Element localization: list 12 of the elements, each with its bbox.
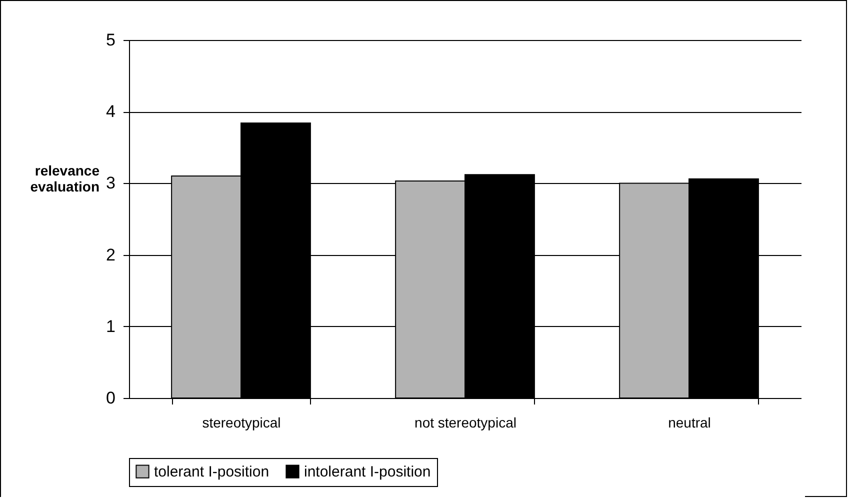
y-tick-label: 2	[106, 245, 116, 264]
legend-label: tolerant I-position	[154, 464, 270, 481]
legend-label: intolerant I-position	[304, 464, 431, 481]
y-tick-label: 1	[106, 316, 116, 336]
y-tick-label: 0	[106, 388, 116, 408]
y-tick-label: 3	[106, 174, 116, 193]
y-tick-label: 4	[106, 102, 116, 122]
y-tick-label: 5	[106, 30, 116, 50]
x-tick-label: stereotypical	[202, 414, 281, 430]
x-tick-label: neutral	[668, 414, 711, 430]
x-tick-label: not stereotypical	[414, 414, 516, 430]
y-axis-title: relevance evaluation	[30, 162, 100, 195]
